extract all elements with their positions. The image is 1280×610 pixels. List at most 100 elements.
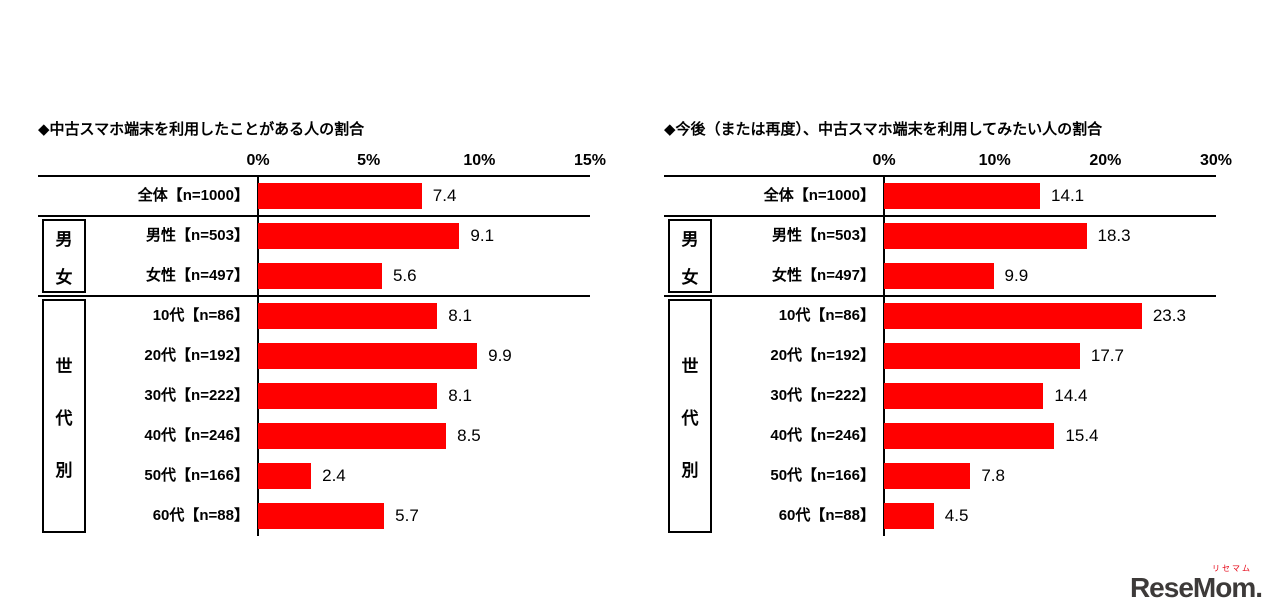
bar bbox=[884, 503, 934, 529]
value-label: 15.4 bbox=[1065, 426, 1099, 445]
category-label: 女性【n=497】 bbox=[146, 267, 249, 284]
bar bbox=[258, 183, 422, 209]
row-plot: 9.9 bbox=[258, 336, 590, 376]
group-box-男女: 男女 bbox=[42, 219, 86, 293]
value-label: 14.1 bbox=[1051, 186, 1085, 205]
value-label: 17.7 bbox=[1090, 346, 1124, 365]
chart-title: ◆中古スマホ端末を利用したことがある人の割合 bbox=[38, 121, 365, 138]
chart-row: 20代【n=192】 9.9 bbox=[38, 336, 590, 376]
category-label: 20代【n=192】 bbox=[144, 347, 249, 364]
category-label: 20代【n=192】 bbox=[770, 347, 875, 364]
bar bbox=[884, 383, 1044, 409]
value-label: 8.5 bbox=[457, 426, 481, 445]
chart-plot-area: 全体【n=1000】 7.4 男性【n=503】 9.1 女性【n=497】 5.6 10代… bbox=[38, 175, 590, 536]
row-plot: 18.3 bbox=[884, 216, 1216, 256]
group-box-世代別: 世代別 bbox=[668, 299, 712, 533]
value-label: 18.3 bbox=[1097, 226, 1131, 245]
category-label: 10代【n=86】 bbox=[152, 307, 249, 324]
group-label-char: 男 bbox=[55, 229, 73, 249]
bar bbox=[258, 303, 438, 329]
value-label: 2.4 bbox=[322, 466, 346, 485]
category-label: 40代【n=246】 bbox=[770, 427, 875, 444]
value-label: 9.1 bbox=[470, 226, 495, 245]
row-plot: 7.8 bbox=[884, 456, 1216, 496]
bar bbox=[258, 423, 447, 449]
group-label-char: 別 bbox=[55, 460, 73, 480]
bar bbox=[258, 343, 478, 369]
category-label: 50代【n=166】 bbox=[144, 467, 249, 484]
bar bbox=[258, 463, 312, 489]
value-label: 5.7 bbox=[395, 506, 419, 525]
group-label-char: 代 bbox=[55, 408, 73, 428]
chart-row: 30代【n=222】 14.4 bbox=[664, 376, 1216, 416]
bar bbox=[884, 183, 1041, 209]
group-label-char: 女 bbox=[681, 267, 699, 287]
axis-tick-label: 20% bbox=[1089, 152, 1122, 169]
bar bbox=[884, 423, 1055, 449]
bar bbox=[884, 303, 1142, 329]
value-label: 23.3 bbox=[1152, 306, 1186, 325]
row-plot: 5.6 bbox=[258, 256, 590, 296]
chart-row: 女性【n=497】 5.6 bbox=[38, 256, 590, 296]
bar bbox=[258, 223, 460, 249]
axis-tick-label: 30% bbox=[1199, 152, 1233, 169]
bar bbox=[884, 263, 994, 289]
chart-row: 10代【n=86】 8.1 bbox=[38, 296, 590, 336]
separator-line bbox=[38, 175, 590, 177]
value-label: 5.6 bbox=[392, 266, 417, 285]
resemom-logo: リセマム ReseMom. bbox=[1130, 564, 1263, 603]
axis-tick-label: 0% bbox=[246, 152, 270, 169]
x-axis: 0% 10% 20% 30% bbox=[872, 142, 1232, 176]
row-plot: 15.4 bbox=[884, 416, 1216, 456]
logo-dot: . bbox=[1255, 572, 1263, 603]
separator-line bbox=[664, 295, 1216, 297]
category-label: 60代【n=88】 bbox=[152, 507, 249, 524]
category-label: 50代【n=166】 bbox=[770, 467, 875, 484]
bar bbox=[258, 263, 382, 289]
category-label: 男性【n=503】 bbox=[772, 227, 875, 244]
chart-row: 50代【n=166】 2.4 bbox=[38, 456, 590, 496]
row-plot: 23.3 bbox=[884, 296, 1216, 336]
value-label: 7.4 bbox=[432, 186, 457, 205]
value-label: 7.8 bbox=[981, 466, 1005, 485]
row-plot: 9.9 bbox=[884, 256, 1216, 296]
logo-kana-text: リセマム bbox=[1212, 564, 1252, 573]
row-plot: 7.4 bbox=[258, 176, 590, 216]
value-label: 14.4 bbox=[1054, 386, 1088, 405]
group-label-char: 世 bbox=[681, 356, 699, 376]
category-label: 女性【n=497】 bbox=[772, 267, 875, 284]
row-plot: 14.1 bbox=[884, 176, 1216, 216]
group-label-char: 男 bbox=[681, 229, 699, 249]
group-box-男女: 男女 bbox=[668, 219, 712, 293]
row-plot: 8.1 bbox=[258, 376, 590, 416]
separator-line bbox=[38, 215, 590, 217]
category-label: 30代【n=222】 bbox=[770, 387, 875, 404]
bar bbox=[884, 343, 1080, 369]
axis-tick-label: 0% bbox=[872, 152, 896, 169]
group-label-char: 世 bbox=[55, 356, 73, 376]
chart-row: 全体【n=1000】 7.4 bbox=[38, 176, 590, 216]
chart-row: 男性【n=503】 18.3 bbox=[664, 216, 1216, 256]
category-label: 30代【n=222】 bbox=[144, 387, 249, 404]
value-label: 9.9 bbox=[1004, 266, 1029, 285]
separator-line bbox=[664, 175, 1216, 177]
chart-row: 40代【n=246】 8.5 bbox=[38, 416, 590, 456]
group-label-char: 代 bbox=[681, 408, 699, 428]
bar bbox=[258, 503, 385, 529]
row-plot: 17.7 bbox=[884, 336, 1216, 376]
category-label: 全体【n=1000】 bbox=[763, 187, 875, 204]
separator-line bbox=[38, 295, 590, 297]
category-label: 10代【n=86】 bbox=[778, 307, 875, 324]
chart-row: 男性【n=503】 9.1 bbox=[38, 216, 590, 256]
chart-row: 女性【n=497】 9.9 bbox=[664, 256, 1216, 296]
x-axis: 0% 5% 10% 15% bbox=[246, 142, 606, 176]
axis-tick-label: 10% bbox=[978, 152, 1011, 169]
value-label: 9.9 bbox=[488, 346, 512, 365]
chart-row: 全体【n=1000】 14.1 bbox=[664, 176, 1216, 216]
row-plot: 5.7 bbox=[258, 496, 590, 536]
chart-row: 50代【n=166】 7.8 bbox=[664, 456, 1216, 496]
chart-future-intent: ◆今後（または再度）、中古スマホ端末を利用してみたい人の割合 0% 10% 20% 3… bbox=[664, 118, 1232, 536]
axis-tick-label: 15% bbox=[573, 152, 607, 169]
chart-row: 30代【n=222】 8.1 bbox=[38, 376, 590, 416]
chart-used-smartphone-experience: ◆中古スマホ端末を利用したことがある人の割合 0% 5% 10% 15% 全体【n=1… bbox=[38, 118, 606, 536]
